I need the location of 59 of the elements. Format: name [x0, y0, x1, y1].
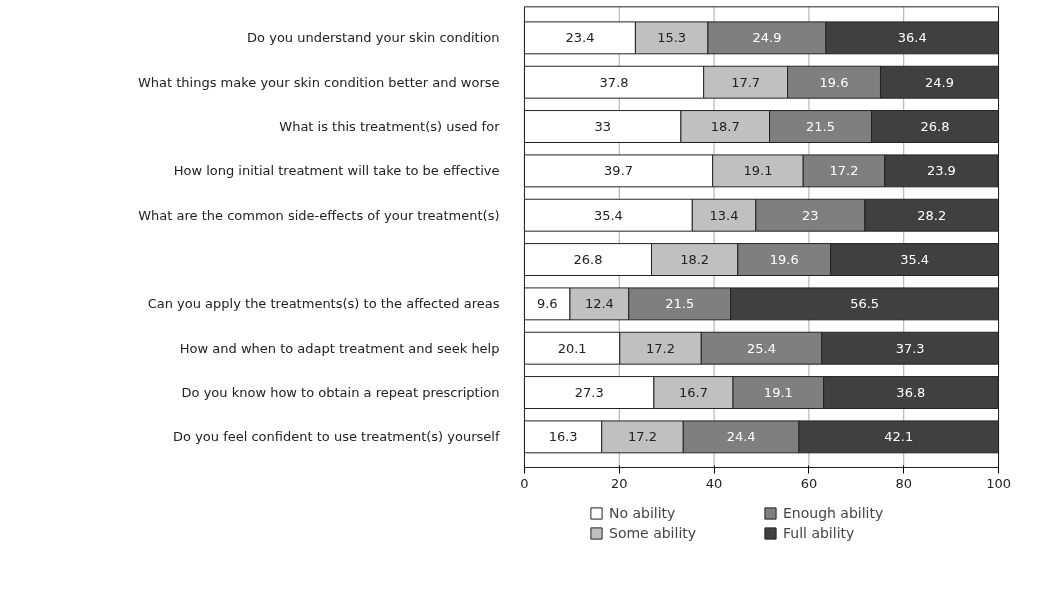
y-tick-label: Do you know how to obtain a repeat prescription — [181, 385, 500, 401]
data-label: 19.1 — [763, 385, 793, 401]
data-label: 21.5 — [806, 119, 835, 135]
data-label: 19.6 — [769, 252, 799, 268]
y-tick-label: How and when to adapt treatment and seek help — [179, 340, 500, 356]
data-label: 15.3 — [657, 30, 687, 46]
data-label: 17.2 — [628, 429, 657, 445]
data-label: 36.4 — [897, 30, 927, 46]
data-label: 27.3 — [574, 385, 604, 401]
data-label: 18.7 — [710, 119, 740, 135]
data-label: 23.9 — [926, 163, 956, 179]
y-tick-label: What is this treatment(s) used for — [279, 119, 501, 135]
data-label: 21.5 — [665, 296, 695, 312]
y-tick-label: Do you understand your skin condition — [247, 30, 500, 46]
data-label: 13.4 — [709, 207, 739, 223]
data-label: 19.1 — [743, 163, 773, 179]
data-label: 28.2 — [917, 207, 947, 223]
y-tick-label: How long initial treatment will take to be effective — [173, 163, 500, 179]
legend-label: Some ability — [609, 525, 698, 541]
data-label: 18.2 — [680, 252, 710, 268]
x-tick-label: 20 — [611, 475, 628, 491]
data-label: 36.8 — [896, 385, 926, 401]
data-label: 42.1 — [884, 429, 914, 445]
x-tick-label: 60 — [800, 475, 818, 491]
data-label: 17.2 — [646, 340, 675, 356]
data-label: 24.4 — [726, 429, 756, 445]
data-label: 17.2 — [829, 163, 859, 179]
x-tick-label: 40 — [705, 475, 723, 491]
data-label: 16.7 — [679, 385, 708, 401]
data-label: 24.9 — [752, 30, 782, 46]
data-label: 24.9 — [925, 74, 954, 90]
y-tick-label: What things make your skin condition better and worse — [137, 74, 500, 90]
data-label: 35.4 — [900, 252, 930, 268]
data-label: 23 — [802, 207, 819, 223]
y-tick-label: Do you feel confident to use treatment(s) yourself — [173, 429, 500, 445]
data-label: 35.4 — [593, 207, 623, 223]
legend-label: Enough ability — [783, 505, 885, 521]
legend-label: No ability — [609, 505, 677, 521]
data-label: 33 — [594, 119, 611, 135]
x-tick-label: 100 — [986, 475, 1011, 491]
data-label: 16.3 — [548, 429, 578, 445]
data-label: 56.5 — [850, 296, 880, 312]
legend-label: Full ability — [783, 525, 856, 541]
x-tick-label: 0 — [520, 475, 529, 491]
data-label: 26.8 — [573, 252, 603, 268]
y-tick-label: Can you apply the treatments(s) to the affected areas — [147, 296, 500, 312]
data-label: 37.3 — [895, 340, 925, 356]
data-label: 17.7 — [731, 74, 761, 90]
data-label: 37.8 — [599, 74, 629, 90]
data-label: 20.1 — [557, 340, 587, 356]
data-label: 12.4 — [584, 296, 614, 312]
data-label: 39.7 — [604, 163, 634, 179]
data-label: 25.4 — [747, 340, 776, 356]
y-tick-label: What are the common side-effects of your treatment(s) — [138, 207, 500, 223]
data-label: 19.6 — [819, 74, 849, 90]
data-label: 26.8 — [920, 119, 950, 135]
x-tick-label: 80 — [895, 475, 912, 491]
data-label: 9.6 — [536, 296, 558, 312]
data-label: 23.4 — [565, 30, 595, 46]
